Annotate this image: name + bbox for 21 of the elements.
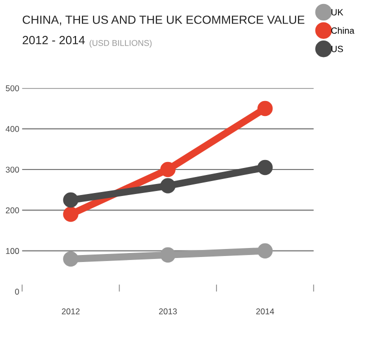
y-tick-label: 400 (6, 126, 20, 132)
point (160, 162, 176, 178)
point (257, 160, 273, 176)
legend-label: US (332, 46, 343, 52)
legend-label: UK (332, 9, 344, 16)
y-tick-label: 200 (6, 207, 20, 214)
y-tick-label: 300 (6, 166, 20, 173)
point (63, 251, 78, 267)
point (63, 192, 78, 208)
y-tick-label: 500 (6, 85, 20, 92)
point (63, 206, 78, 222)
y-tick-label: 0 (15, 288, 20, 295)
y-tick-label: 100 (6, 248, 20, 254)
chart-subtitle: (USD BILLIONS) (90, 40, 152, 48)
point (257, 243, 273, 258)
point (160, 247, 176, 263)
x-tick-label: 2014 (256, 308, 274, 314)
x-tick-label: 2013 (159, 308, 177, 314)
point (160, 178, 176, 194)
x-tick-label: 2012 (62, 308, 80, 314)
point (257, 100, 273, 116)
